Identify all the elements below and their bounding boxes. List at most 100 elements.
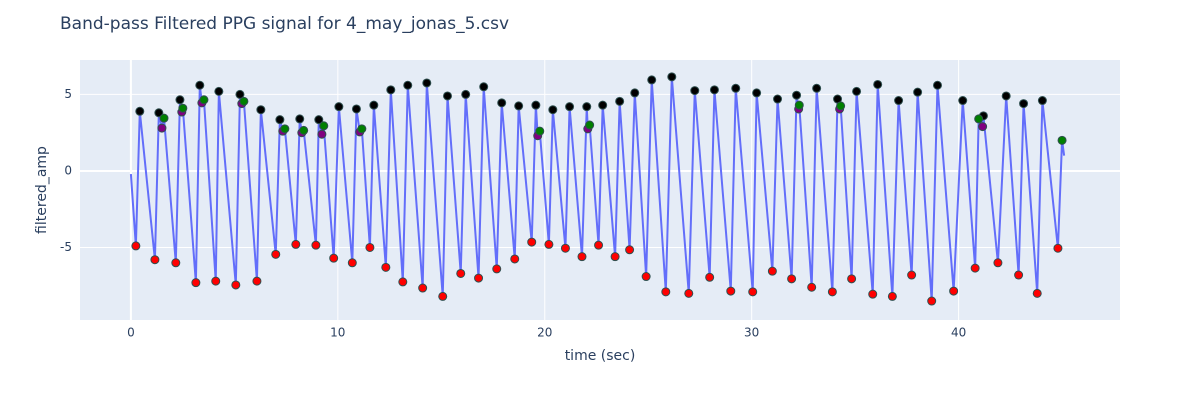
point <box>661 287 671 297</box>
point <box>792 90 802 100</box>
point <box>319 121 329 131</box>
point <box>807 282 817 292</box>
point <box>974 114 984 124</box>
point <box>497 98 507 108</box>
y-tick-label: 0 <box>64 163 72 177</box>
x-tick-label: 0 <box>127 326 135 340</box>
point <box>726 286 736 296</box>
point <box>731 83 741 93</box>
point <box>456 268 466 278</box>
point <box>585 120 595 130</box>
point <box>993 258 1003 268</box>
point <box>1019 99 1029 109</box>
point <box>907 270 917 280</box>
chart-title: Band-pass Filtered PPG signal for 4_may_… <box>60 14 509 34</box>
point <box>386 85 396 95</box>
y-tick-label: -5 <box>60 240 72 254</box>
point <box>836 101 846 111</box>
point <box>1053 243 1063 253</box>
point <box>527 237 537 247</box>
signal-line <box>129 75 1066 303</box>
point <box>794 100 804 110</box>
point <box>131 241 141 251</box>
point <box>887 291 897 301</box>
point <box>334 102 344 112</box>
point <box>709 85 719 95</box>
y-tick-label: 5 <box>64 87 72 101</box>
x-tick-label: 20 <box>537 326 552 340</box>
point <box>548 105 558 115</box>
point <box>748 287 758 297</box>
point <box>684 288 694 298</box>
point <box>235 89 245 99</box>
point <box>159 113 169 123</box>
point <box>598 100 608 110</box>
point <box>479 82 489 92</box>
point <box>271 249 281 259</box>
point <box>398 277 408 287</box>
point <box>582 102 592 112</box>
point <box>667 72 677 82</box>
x-tick-label: 30 <box>744 326 759 340</box>
point <box>852 86 862 96</box>
point <box>1037 96 1047 106</box>
point <box>812 83 822 93</box>
point <box>171 258 181 268</box>
point <box>978 122 988 132</box>
point <box>565 102 575 112</box>
point <box>641 272 651 282</box>
point <box>311 240 321 250</box>
point <box>461 89 471 99</box>
point <box>154 108 164 118</box>
point <box>214 86 224 96</box>
point <box>351 104 361 114</box>
point <box>256 105 266 115</box>
point <box>403 80 413 90</box>
point <box>442 91 452 101</box>
point <box>239 96 249 106</box>
point <box>873 79 883 89</box>
point <box>630 88 640 98</box>
point <box>422 78 432 88</box>
point <box>705 272 715 282</box>
point <box>615 96 625 106</box>
point <box>492 264 502 274</box>
point <box>231 280 241 290</box>
point <box>275 115 285 125</box>
point <box>625 245 635 255</box>
point <box>767 266 777 276</box>
point <box>317 129 327 139</box>
point <box>949 286 959 296</box>
point <box>314 115 324 125</box>
point <box>913 87 923 97</box>
point <box>594 240 604 250</box>
point <box>175 95 185 105</box>
point <box>280 124 290 134</box>
x-axis-label: time (sec) <box>565 348 636 364</box>
point <box>510 254 520 264</box>
point <box>535 126 545 136</box>
point <box>690 86 700 96</box>
point <box>365 242 375 252</box>
point <box>970 263 980 273</box>
x-tick-label: 10 <box>330 326 345 340</box>
point <box>560 243 570 253</box>
point <box>847 274 857 284</box>
point <box>135 106 145 116</box>
point <box>369 100 379 110</box>
point <box>295 114 305 124</box>
point <box>299 125 309 135</box>
x-tick-label: 40 <box>951 326 966 340</box>
point <box>531 100 541 110</box>
y-axis-label: filtered_amp <box>34 146 50 234</box>
point <box>1032 288 1042 298</box>
point <box>347 258 357 268</box>
point <box>252 276 262 286</box>
point <box>610 252 620 262</box>
point <box>958 96 968 106</box>
point <box>195 80 205 90</box>
point <box>773 94 783 104</box>
point <box>150 255 160 265</box>
point <box>381 262 391 272</box>
